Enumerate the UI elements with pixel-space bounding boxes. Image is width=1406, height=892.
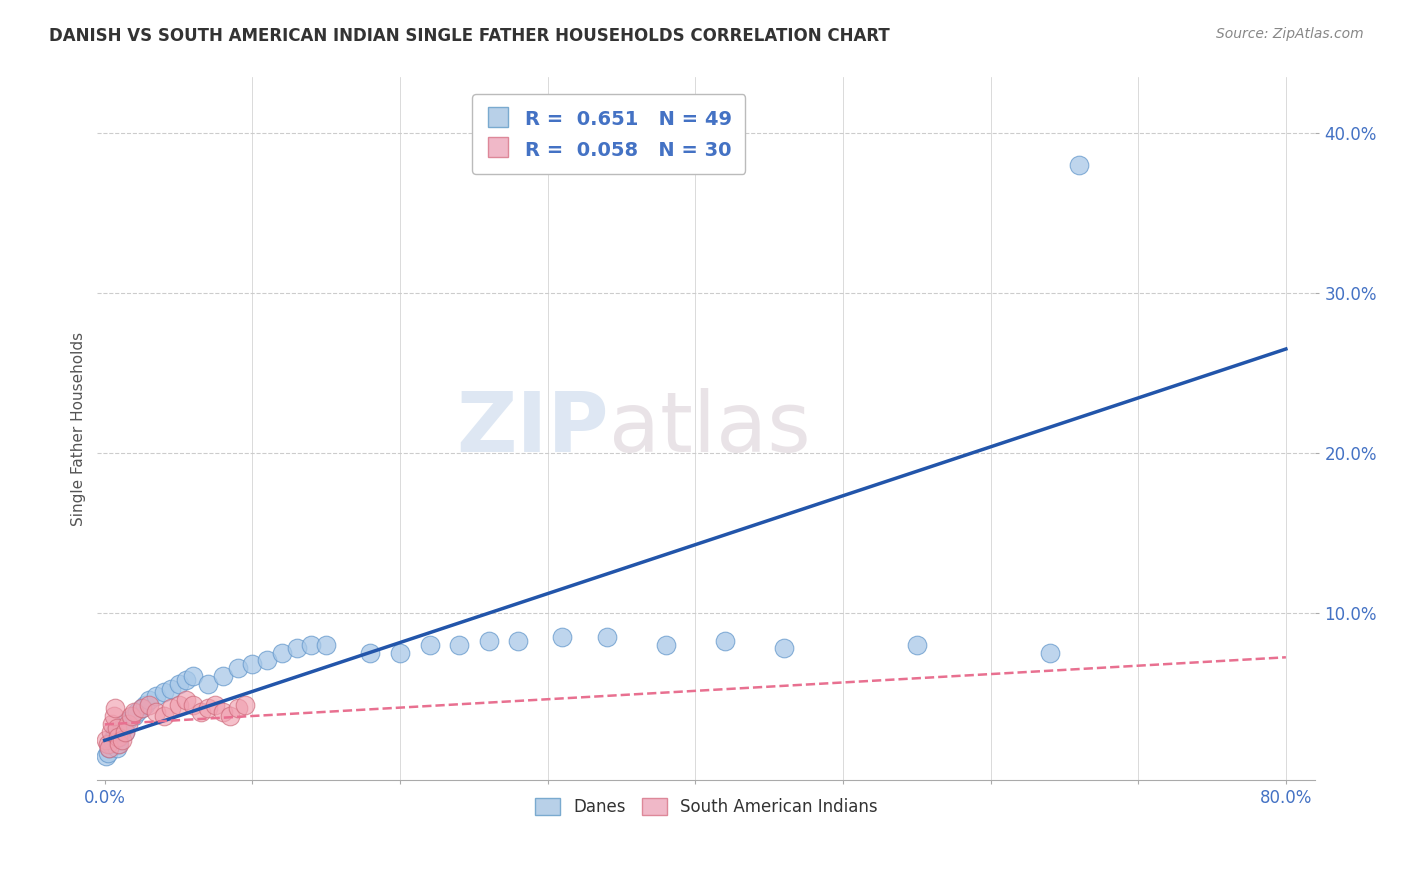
Point (131, 701, 153, 715)
Point (285, 640, 308, 655)
Point (174, 693, 197, 707)
Point (122, 705, 145, 719)
Point (219, 709, 242, 723)
Point (104, 701, 127, 715)
Point (134, 698, 156, 713)
Point (105, 741, 128, 756)
Point (152, 685, 174, 699)
Point (108, 730, 131, 744)
Point (101, 733, 124, 747)
Point (120, 709, 142, 723)
Point (112, 717, 135, 731)
Point (98, 741, 121, 756)
Point (105, 721, 128, 735)
Point (97, 737, 120, 751)
Point (152, 709, 174, 723)
Point (197, 677, 219, 691)
Point (301, 638, 323, 652)
Point (138, 693, 160, 707)
Point (190, 705, 212, 719)
Point (114, 725, 136, 739)
Point (197, 701, 219, 715)
Point (1039, 646, 1062, 660)
Point (271, 646, 294, 660)
Point (117, 717, 139, 731)
Point (108, 737, 131, 751)
Point (167, 698, 190, 713)
Point (111, 733, 134, 747)
Point (160, 701, 183, 715)
Point (97, 746, 120, 760)
Point (145, 689, 167, 703)
Point (508, 634, 530, 648)
Point (360, 646, 382, 660)
Point (315, 638, 337, 652)
Text: Source: ZipAtlas.com: Source: ZipAtlas.com (1216, 27, 1364, 41)
Point (256, 653, 278, 667)
Point (226, 701, 249, 715)
Point (160, 682, 183, 697)
Y-axis label: Single Father Households: Single Father Households (72, 332, 86, 526)
Point (104, 725, 127, 739)
Point (181, 698, 204, 713)
Point (96, 749, 118, 764)
Point (107, 730, 129, 744)
Point (103, 730, 125, 744)
Point (242, 657, 264, 671)
Point (449, 638, 471, 652)
Point (174, 673, 197, 687)
Point (655, 638, 678, 652)
Point (596, 630, 619, 644)
Point (478, 634, 501, 648)
Point (101, 717, 124, 731)
Point (211, 705, 233, 719)
Point (211, 669, 233, 683)
Point (100, 737, 122, 751)
Point (103, 709, 125, 723)
Point (419, 638, 441, 652)
Point (551, 630, 574, 644)
Point (107, 737, 129, 751)
Point (127, 705, 149, 719)
Point (98, 741, 121, 756)
Point (114, 725, 136, 739)
Point (115, 714, 138, 729)
Point (167, 677, 190, 691)
Point (714, 634, 737, 648)
Point (181, 669, 204, 683)
Point (111, 721, 134, 735)
Text: ZIP: ZIP (457, 388, 609, 469)
Point (96, 733, 118, 747)
Point (389, 646, 412, 660)
Point (131, 701, 153, 715)
Legend: Danes, South American Indians: Danes, South American Indians (526, 789, 886, 825)
Point (145, 705, 167, 719)
Point (138, 698, 160, 713)
Text: atlas: atlas (609, 388, 811, 469)
Point (233, 698, 256, 713)
Text: DANISH VS SOUTH AMERICAN INDIAN SINGLE FATHER HOUSEHOLDS CORRELATION CHART: DANISH VS SOUTH AMERICAN INDIAN SINGLE F… (49, 27, 890, 45)
Point (204, 698, 226, 713)
Point (773, 640, 796, 655)
Point (122, 709, 145, 723)
Point (226, 661, 249, 675)
Point (905, 638, 928, 652)
Point (110, 725, 132, 739)
Point (1069, 158, 1091, 172)
Point (100, 725, 122, 739)
